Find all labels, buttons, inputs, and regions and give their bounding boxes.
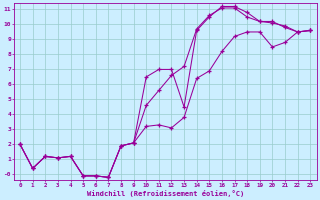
X-axis label: Windchill (Refroidissement éolien,°C): Windchill (Refroidissement éolien,°C) bbox=[86, 190, 244, 197]
